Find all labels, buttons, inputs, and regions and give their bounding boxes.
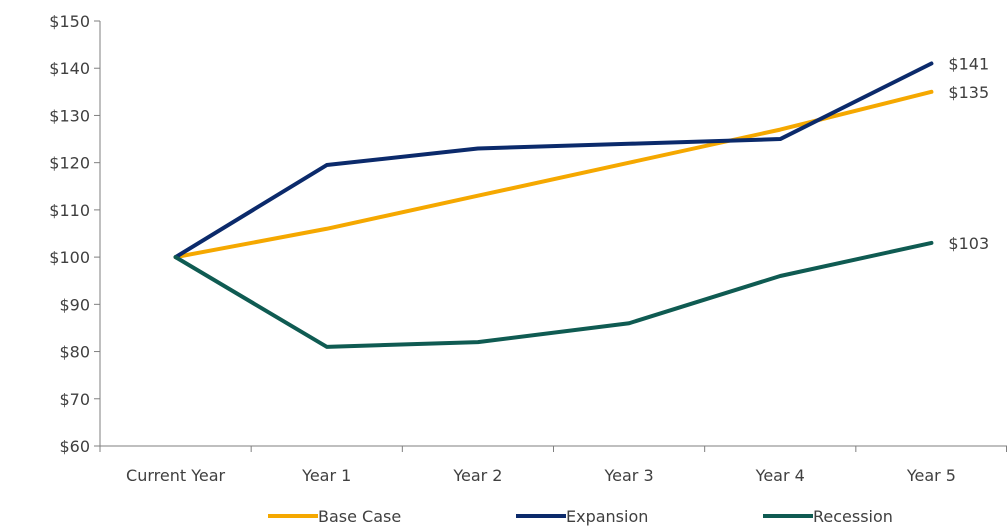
y-tick-label: $110 [49,201,90,220]
x-tick-label: Year 2 [452,466,502,485]
end-labels: $135 $141 $103 [948,55,989,253]
x-axis: Current Year Year 1 Year 2 Year 3 Year 4 Year… [99,445,1007,485]
y-tick-label: $60 [59,437,90,456]
x-tick-label: Year 5 [906,466,956,485]
y-tick-label: $140 [49,59,90,78]
legend-label: Expansion [566,507,648,526]
x-tick-label: Year 3 [604,466,654,485]
legend-item-base-case: Base Case [268,507,401,526]
y-tick-label: $150 [49,12,90,31]
x-tick-label: Year 4 [755,466,805,485]
y-axis: $60 $70 $80 $90 $100 $110 $120 $130 $140 $150 [49,12,101,456]
legend-label: Recession [813,507,893,526]
x-tick-label: Year 1 [301,466,351,485]
y-tick-label: $130 [49,106,90,125]
series-line-base-case [173,89,934,260]
y-tick-label: $120 [49,154,90,173]
y-tick-label: $90 [59,295,90,314]
legend-item-recession: Recession [763,507,893,526]
end-label-recession: $103 [948,234,989,253]
series-line-recession [173,240,934,349]
end-label-expansion: $141 [948,55,989,74]
x-tick-label: Current Year [126,466,225,485]
legend-label: Base Case [318,507,401,526]
series-line-expansion [173,61,934,260]
end-label-base-case: $135 [948,83,989,102]
series-lines [173,61,934,349]
y-tick-label: $100 [49,248,90,267]
legend: Base Case Expansion Recession [268,507,893,526]
y-tick-label: $80 [59,343,90,362]
legend-item-expansion: Expansion [516,507,648,526]
y-tick-label: $70 [59,390,90,409]
